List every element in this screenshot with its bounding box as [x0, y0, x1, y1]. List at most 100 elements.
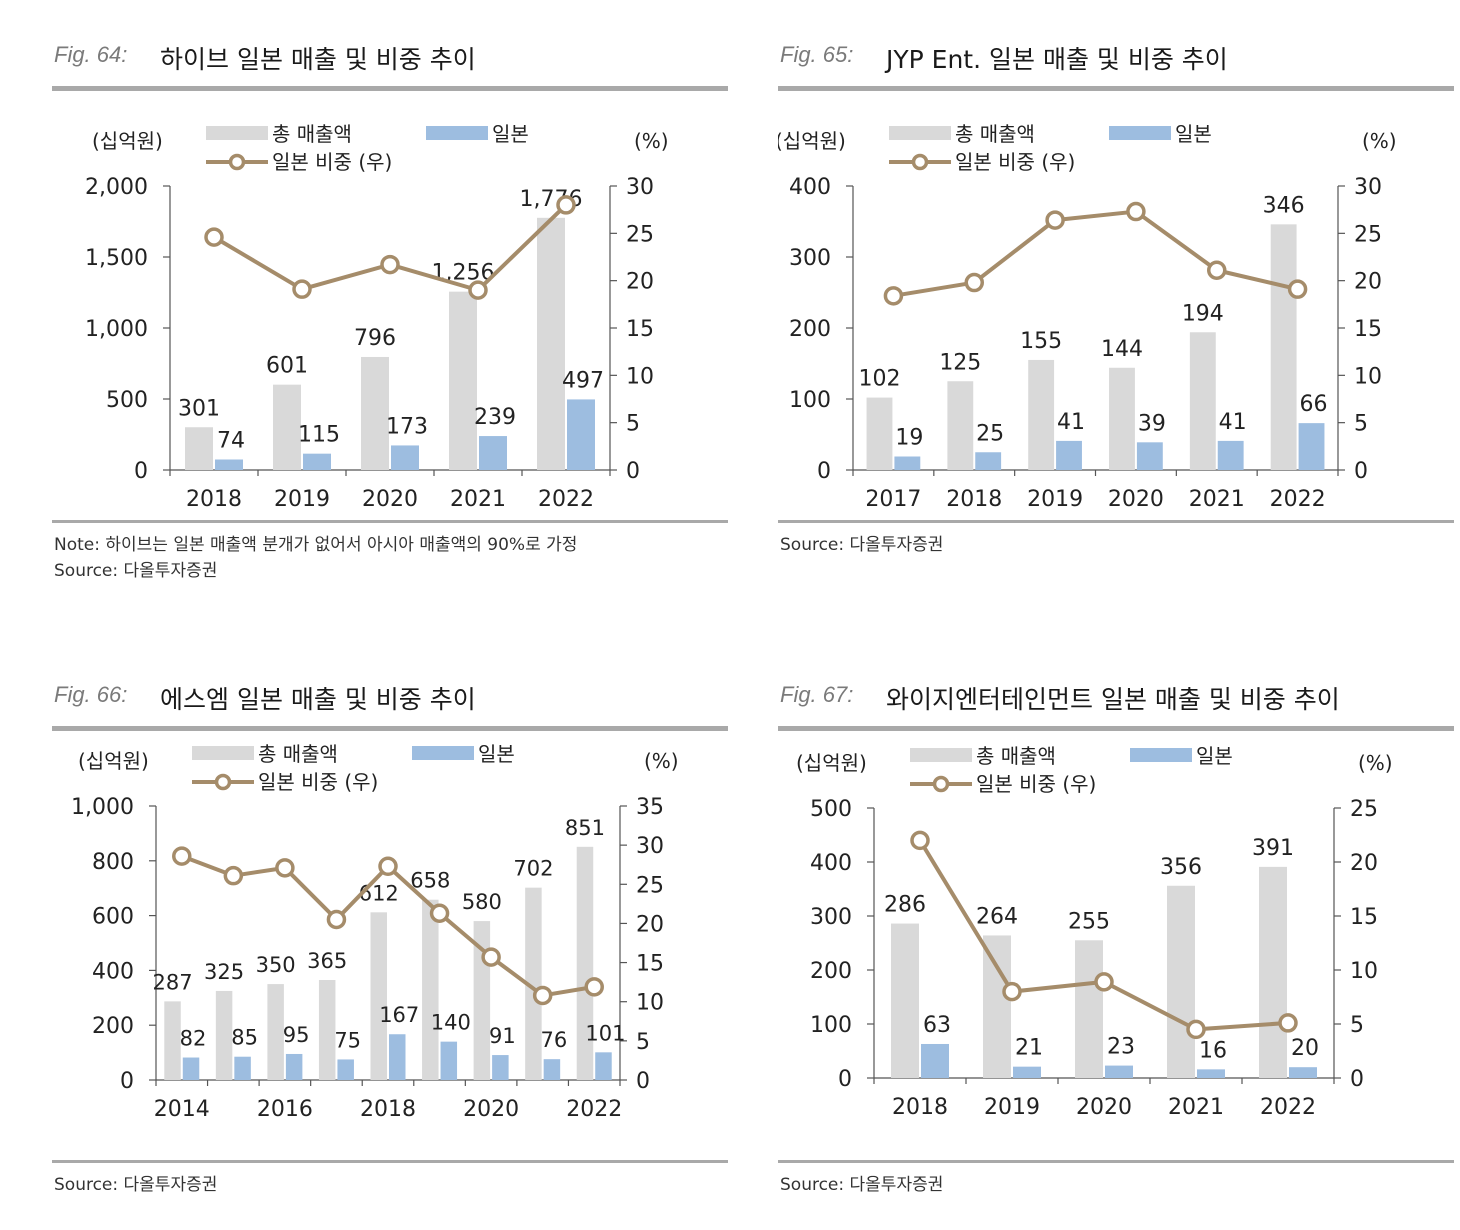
marker-japan-share [1278, 1013, 1298, 1033]
legend-swatch-total [206, 126, 268, 140]
bar-japan-sales [391, 445, 419, 470]
x-axis-tick-label: 2020 [463, 1097, 519, 1122]
source-text: Source: 다올투자증권 [780, 535, 944, 555]
data-label-japan: 41 [1219, 410, 1247, 435]
right-axis-tick-label: 5 [626, 412, 640, 437]
x-axis-tick-label: 2020 [1108, 487, 1164, 512]
x-axis-tick-label: 2020 [1076, 1095, 1132, 1120]
marker-japan-share [204, 227, 224, 247]
x-axis-tick-label: 2018 [186, 487, 242, 512]
right-axis-tick-label: 5 [636, 1030, 650, 1055]
right-axis-tick-label: 15 [1354, 317, 1382, 342]
right-axis-tick-label: 5 [1354, 412, 1368, 437]
data-label-japan: 167 [379, 1003, 419, 1027]
data-label-japan: 39 [1138, 411, 1166, 436]
right-axis-tick-label: 10 [626, 364, 654, 389]
header-rule [778, 726, 1454, 731]
legend-label-share: 일본 비중 (우) [976, 772, 1096, 796]
marker-japan-share [883, 286, 904, 306]
data-label-total: 612 [359, 881, 399, 905]
left-axis-tick-label: 100 [789, 388, 831, 413]
data-label-japan: 497 [562, 368, 604, 393]
left-axis-tick-label: 400 [810, 851, 852, 876]
source-text: Source: 다올투자증권 [54, 561, 218, 581]
right-axis-tick-label: 15 [636, 952, 664, 977]
legend-label-total: 총 매출액 [976, 744, 1056, 768]
legend-label-japan: 일본 [1175, 122, 1212, 146]
bar-total-sales [1109, 367, 1135, 470]
bar-japan-sales [440, 1041, 458, 1080]
data-label-japan: 16 [1199, 1038, 1227, 1063]
left-axis-tick-label: 1,000 [71, 795, 134, 820]
data-label-japan: 91 [489, 1024, 516, 1048]
bar-japan-sales [567, 399, 595, 470]
marker-japan-share [1126, 201, 1146, 222]
x-axis-tick-label: 2022 [1270, 487, 1326, 512]
data-label-japan: 25 [976, 421, 1004, 446]
marker-japan-share [532, 985, 553, 1006]
right-axis-tick-label: 25 [626, 222, 654, 247]
right-axis-tick-label: 10 [1350, 959, 1378, 984]
bar-total-sales [891, 923, 919, 1078]
data-label-japan: 74 [217, 428, 245, 453]
data-label-total: 356 [1160, 855, 1202, 880]
bar-japan-sales [921, 1043, 949, 1078]
left-axis-tick-label: 500 [810, 797, 852, 822]
footer-rule [778, 1160, 1454, 1163]
right-axis-tick-label: 30 [626, 175, 654, 200]
figure-title: JYP Ent. 일본 매출 및 비중 추이 [886, 45, 1228, 74]
bar-total-sales [361, 356, 389, 470]
figure-title: 하이브 일본 매출 및 비중 추이 [160, 45, 476, 74]
line-japan-share [918, 839, 1289, 1032]
bar-japan-sales [1013, 1066, 1041, 1078]
marker-japan-share [910, 830, 930, 851]
data-label-total: 255 [1068, 909, 1110, 934]
bar-japan-sales [479, 436, 507, 470]
data-label-japan: 41 [1057, 410, 1085, 435]
line-japan-share [212, 203, 568, 293]
right-axis-unit: (%) [1358, 751, 1393, 775]
bar-total-sales [983, 935, 1011, 1078]
data-label-total: 125 [939, 350, 981, 375]
left-axis-tick-label: 0 [817, 459, 831, 484]
legend-marker-share [911, 153, 929, 171]
x-axis-tick-label: 2018 [946, 487, 1002, 512]
marker-japan-share [1002, 981, 1022, 1002]
right-axis-tick-label: 10 [636, 991, 664, 1016]
x-axis-tick-label: 2020 [362, 487, 418, 512]
legend-label-japan: 일본 [1196, 744, 1233, 768]
figure-number: Fig. 66: [54, 682, 128, 707]
footer-rule [52, 1160, 728, 1163]
marker-japan-share [1186, 1019, 1206, 1040]
bar-japan-sales [182, 1057, 200, 1080]
data-label-total: 194 [1182, 301, 1224, 326]
x-axis-tick-label: 2022 [566, 1097, 622, 1122]
left-axis-tick-label: 100 [810, 1013, 852, 1038]
data-label-total: 144 [1101, 337, 1143, 362]
figure-title: 와이지엔터테인먼트 일본 매출 및 비중 추이 [886, 685, 1340, 714]
data-label-total: 796 [354, 326, 396, 351]
marker-japan-share [292, 279, 312, 299]
legend-marker-share [932, 775, 950, 793]
data-label-total: 702 [513, 857, 553, 881]
right-axis-tick-label: 0 [1354, 459, 1368, 484]
legend-label-share: 일본 비중 (우) [272, 150, 392, 174]
data-label-japan: 115 [298, 423, 340, 448]
chart-panel-jyp: Fig. 65: JYP Ent. 일본 매출 및 비중 추이 (십억원) (%)… [778, 20, 1454, 590]
chart-footnote: Source: 다올투자증권 [54, 1172, 217, 1198]
marker-japan-share [584, 977, 604, 997]
bar-total-sales [449, 291, 477, 470]
bar-japan-sales [1298, 423, 1325, 470]
legend-label-japan: 일본 [492, 122, 529, 146]
figure-number: Fig. 64: [54, 42, 128, 67]
data-label-japan: 76 [541, 1028, 568, 1052]
marker-japan-share [468, 280, 488, 300]
figure-header: Fig. 65: JYP Ent. 일본 매출 및 비중 추이 [778, 20, 1454, 76]
marker-japan-share [1287, 279, 1308, 299]
figure-number: Fig. 65: [780, 42, 854, 67]
bar-japan-sales [285, 1053, 303, 1080]
data-label-japan: 23 [1107, 1035, 1135, 1060]
x-axis-tick-label: 2018 [892, 1095, 948, 1120]
